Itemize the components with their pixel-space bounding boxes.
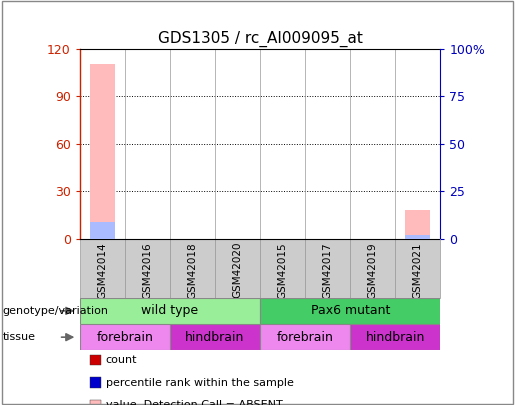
Text: forebrain: forebrain xyxy=(96,330,153,344)
Text: percentile rank within the sample: percentile rank within the sample xyxy=(106,378,294,388)
Bar xyxy=(350,239,396,298)
Bar xyxy=(405,235,430,239)
Bar xyxy=(170,239,215,298)
Text: GSM42019: GSM42019 xyxy=(368,242,377,298)
Title: GDS1305 / rc_AI009095_at: GDS1305 / rc_AI009095_at xyxy=(158,31,363,47)
Text: forebrain: forebrain xyxy=(277,330,334,344)
Text: GSM42020: GSM42020 xyxy=(233,242,243,298)
Text: hindbrain: hindbrain xyxy=(366,330,425,344)
Bar xyxy=(90,64,115,239)
Bar xyxy=(80,298,260,324)
Text: wild type: wild type xyxy=(142,304,198,318)
Text: Pax6 mutant: Pax6 mutant xyxy=(311,304,390,318)
Bar xyxy=(125,239,170,298)
Text: GSM42021: GSM42021 xyxy=(413,242,423,298)
Text: GSM42015: GSM42015 xyxy=(278,242,287,298)
Bar xyxy=(305,239,350,298)
Text: count: count xyxy=(106,356,137,365)
Bar xyxy=(80,239,125,298)
Text: tissue: tissue xyxy=(3,332,36,342)
Text: GSM42018: GSM42018 xyxy=(187,242,197,298)
Text: GSM42016: GSM42016 xyxy=(143,242,152,298)
Bar xyxy=(215,239,260,298)
Text: genotype/variation: genotype/variation xyxy=(3,306,109,316)
Bar xyxy=(396,239,440,298)
Bar xyxy=(350,324,440,350)
Bar xyxy=(260,239,305,298)
Bar xyxy=(80,324,170,350)
Text: GSM42017: GSM42017 xyxy=(323,242,333,298)
Text: hindbrain: hindbrain xyxy=(185,330,245,344)
Text: value, Detection Call = ABSENT: value, Detection Call = ABSENT xyxy=(106,400,282,405)
Bar xyxy=(260,298,440,324)
Bar xyxy=(405,211,430,239)
Bar xyxy=(260,324,350,350)
Bar xyxy=(90,222,115,239)
Text: GSM42014: GSM42014 xyxy=(97,242,107,298)
Bar xyxy=(170,324,260,350)
